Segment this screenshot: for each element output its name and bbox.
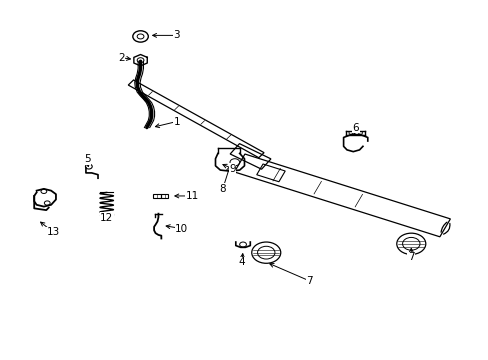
Text: 7: 7: [306, 276, 312, 286]
Bar: [161, 194, 168, 198]
Text: 8: 8: [219, 184, 225, 194]
Text: 3: 3: [173, 30, 180, 40]
Text: 2: 2: [118, 53, 124, 63]
Text: 4: 4: [238, 257, 245, 267]
Text: 5: 5: [84, 154, 90, 165]
Text: 11: 11: [185, 191, 199, 201]
Text: 9: 9: [229, 164, 235, 174]
Text: 13: 13: [47, 228, 60, 238]
Text: 6: 6: [352, 122, 358, 132]
Text: 1: 1: [173, 117, 180, 126]
Text: 7: 7: [407, 252, 414, 262]
Text: 10: 10: [175, 224, 188, 234]
Bar: [152, 194, 161, 198]
Text: 12: 12: [100, 213, 113, 223]
